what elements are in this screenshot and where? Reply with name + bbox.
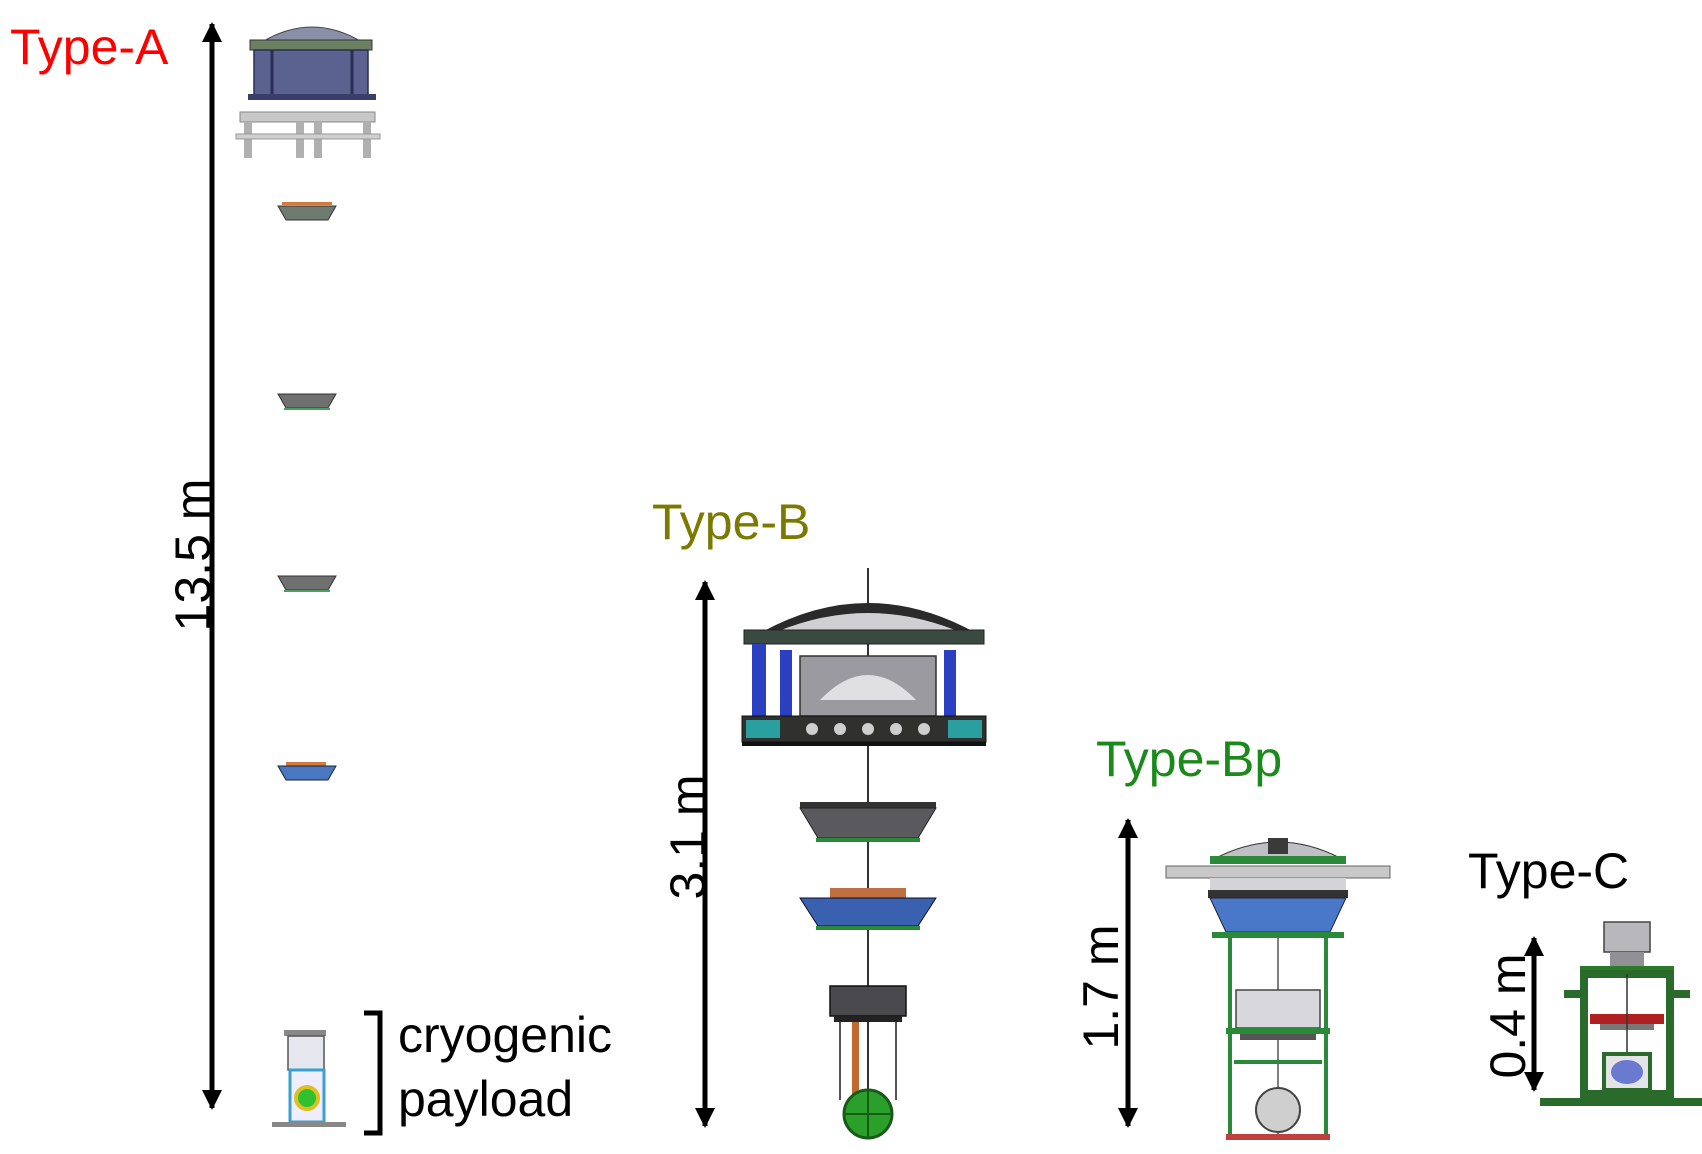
payload-bracket [364,1010,383,1136]
type-a-filter-2 [277,393,337,410]
type-bp-label: Type-Bp [1096,731,1283,787]
type-c-frame [1540,970,1702,1106]
type-b-label: Type-B [652,494,811,550]
type-a-apparatus [235,26,381,1127]
type-c-label: Type-C [1468,843,1630,899]
type-b-top-frame [741,603,987,746]
type-c-apparatus [1540,921,1702,1106]
type-a-filter-3 [277,575,337,592]
type-a-filter-1 [277,202,337,221]
type-b-filter-1 [799,802,937,842]
type-bp-top-frame [1165,838,1391,890]
type-a-top-frame [235,26,381,158]
type-b-cryogenic-payload [829,985,907,1140]
type-c-top-section [1580,921,1674,974]
type-a-label: Type-A [10,19,169,75]
type-bp-cryogenic-payload [1226,938,1330,1140]
payload-label-line2: payload [398,1071,574,1127]
type-b-apparatus [741,568,987,1140]
payload-label-line1: cryogenic [398,1007,612,1063]
type-b-filter-2 [799,888,937,930]
type-bp-apparatus [1165,838,1391,1140]
type-bp-filter [1208,890,1348,938]
type-a-filter-4 [277,762,337,781]
type-a-cryogenic-payload [272,1030,346,1127]
